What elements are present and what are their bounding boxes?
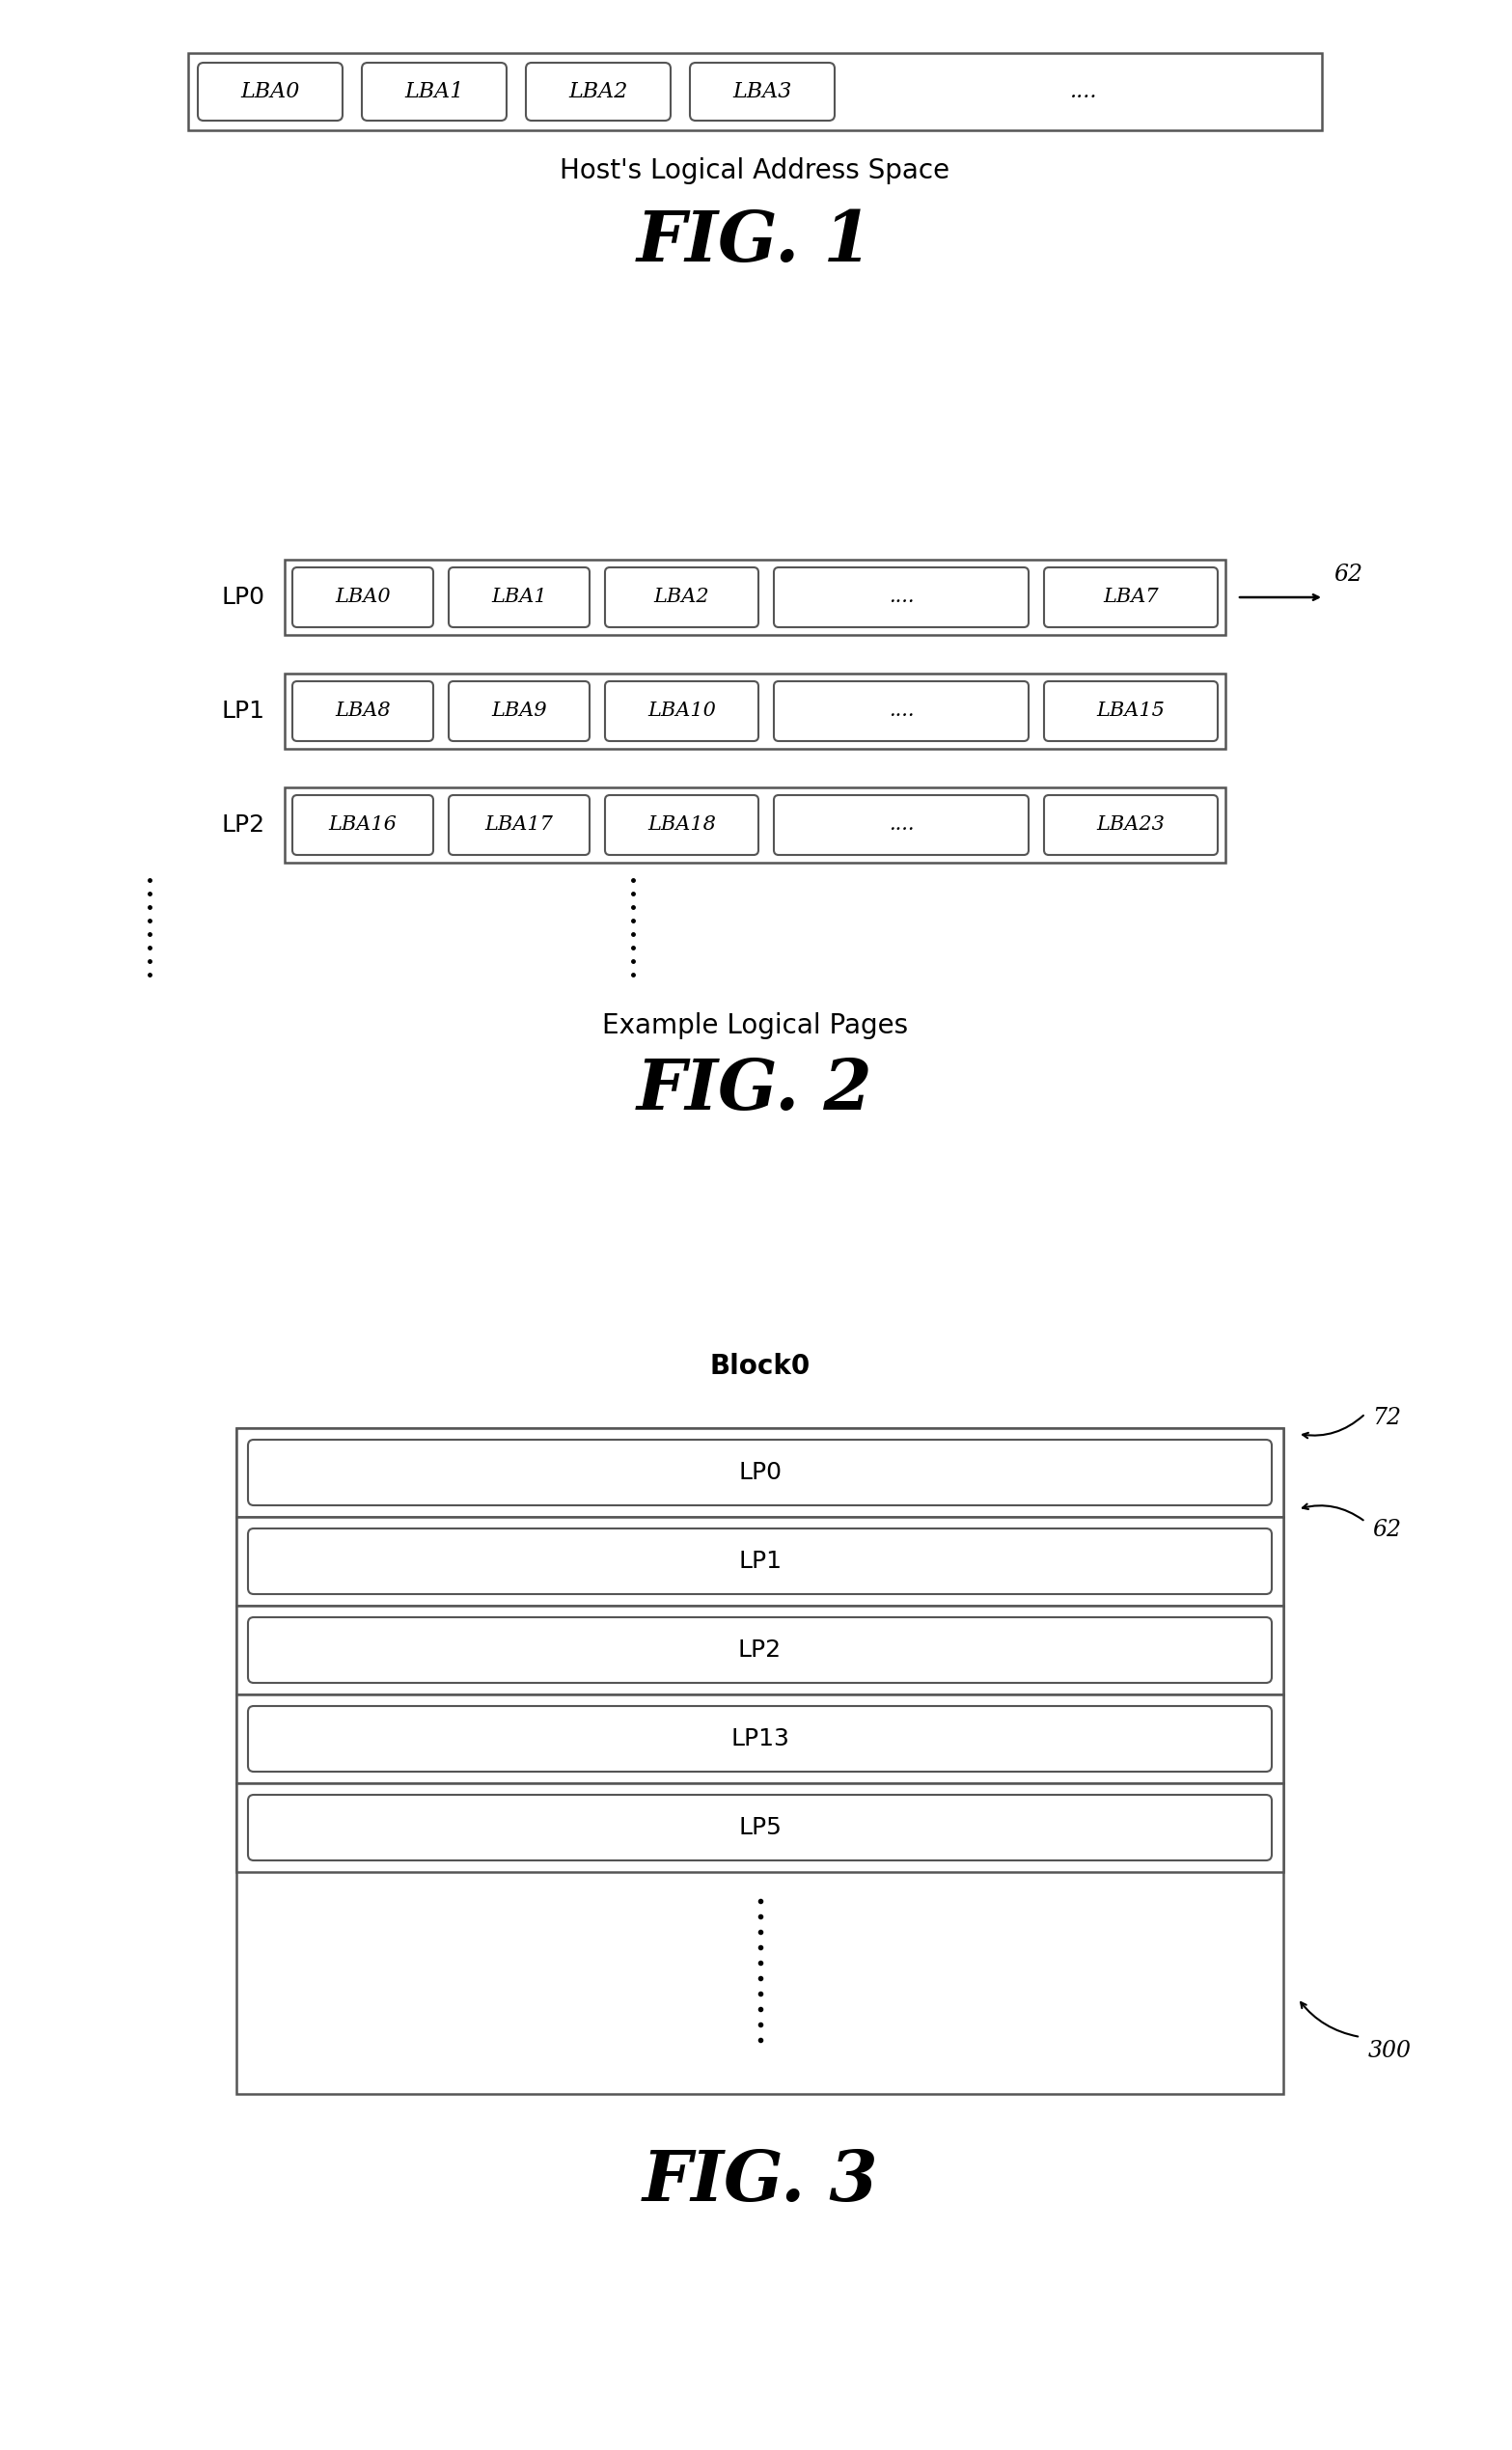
Text: 62: 62 (1334, 564, 1362, 586)
FancyBboxPatch shape (248, 1441, 1272, 1504)
Text: ....: .... (889, 816, 913, 833)
FancyBboxPatch shape (605, 568, 759, 627)
Text: LBA23: LBA23 (1096, 816, 1166, 833)
Text: LBA10: LBA10 (647, 703, 715, 720)
Bar (284, 786, 1225, 862)
Text: LP2: LP2 (222, 813, 265, 835)
Text: LBA2: LBA2 (653, 588, 709, 608)
Text: LBA7: LBA7 (1104, 588, 1158, 608)
Bar (236, 1605, 1284, 1695)
Text: LP1: LP1 (222, 701, 265, 723)
Text: ....: .... (1069, 81, 1096, 103)
Text: LP0: LP0 (222, 586, 265, 610)
Text: FIG. 2: FIG. 2 (637, 1056, 872, 1125)
FancyBboxPatch shape (198, 64, 343, 120)
FancyBboxPatch shape (449, 681, 590, 740)
Text: LBA3: LBA3 (733, 81, 792, 103)
Text: Host's Logical Address Space: Host's Logical Address Space (559, 157, 950, 184)
FancyBboxPatch shape (774, 568, 1028, 627)
FancyBboxPatch shape (774, 681, 1028, 740)
Text: 62: 62 (1371, 1519, 1402, 1541)
Text: LP1: LP1 (738, 1551, 782, 1573)
FancyBboxPatch shape (449, 568, 590, 627)
Text: LBA0: LBA0 (240, 81, 299, 103)
FancyBboxPatch shape (605, 796, 759, 855)
Text: ....: .... (889, 588, 913, 608)
Text: 72: 72 (1371, 1406, 1402, 1428)
FancyBboxPatch shape (292, 796, 434, 855)
Bar (187, 54, 1321, 130)
FancyBboxPatch shape (1043, 681, 1217, 740)
Text: LBA8: LBA8 (336, 703, 390, 720)
Text: 300: 300 (1368, 2041, 1412, 2063)
Text: FIG. 1: FIG. 1 (637, 208, 872, 277)
FancyBboxPatch shape (361, 64, 507, 120)
Text: LP2: LP2 (738, 1639, 782, 1661)
Bar (284, 559, 1225, 635)
Text: LBA17: LBA17 (485, 816, 553, 833)
FancyBboxPatch shape (689, 64, 835, 120)
Text: LBA1: LBA1 (491, 588, 547, 608)
Text: LBA15: LBA15 (1096, 703, 1166, 720)
FancyBboxPatch shape (248, 1796, 1272, 1860)
Text: Example Logical Pages: Example Logical Pages (602, 1012, 909, 1039)
Text: ....: .... (889, 703, 913, 720)
FancyBboxPatch shape (248, 1617, 1272, 1683)
Text: LBA9: LBA9 (491, 703, 547, 720)
Bar (236, 1428, 1284, 2095)
Text: LBA2: LBA2 (569, 81, 627, 103)
FancyBboxPatch shape (292, 681, 434, 740)
Text: LP13: LP13 (730, 1727, 789, 1749)
FancyBboxPatch shape (449, 796, 590, 855)
Text: FIG. 3: FIG. 3 (641, 2146, 878, 2215)
FancyBboxPatch shape (1043, 568, 1217, 627)
Text: LBA0: LBA0 (336, 588, 390, 608)
Text: LBA18: LBA18 (647, 816, 715, 833)
Text: LP0: LP0 (738, 1460, 782, 1485)
Bar (236, 1517, 1284, 1605)
FancyBboxPatch shape (1043, 796, 1217, 855)
Bar (284, 674, 1225, 750)
FancyBboxPatch shape (248, 1529, 1272, 1595)
Text: LBA16: LBA16 (328, 816, 398, 833)
FancyBboxPatch shape (526, 64, 671, 120)
Text: LBA1: LBA1 (405, 81, 464, 103)
Bar (236, 1428, 1284, 1517)
FancyBboxPatch shape (605, 681, 759, 740)
Text: Block0: Block0 (709, 1352, 810, 1379)
FancyBboxPatch shape (774, 796, 1028, 855)
FancyBboxPatch shape (292, 568, 434, 627)
Text: LP5: LP5 (738, 1815, 782, 1840)
Bar (236, 1784, 1284, 1872)
Bar (236, 1695, 1284, 1784)
FancyBboxPatch shape (248, 1705, 1272, 1771)
